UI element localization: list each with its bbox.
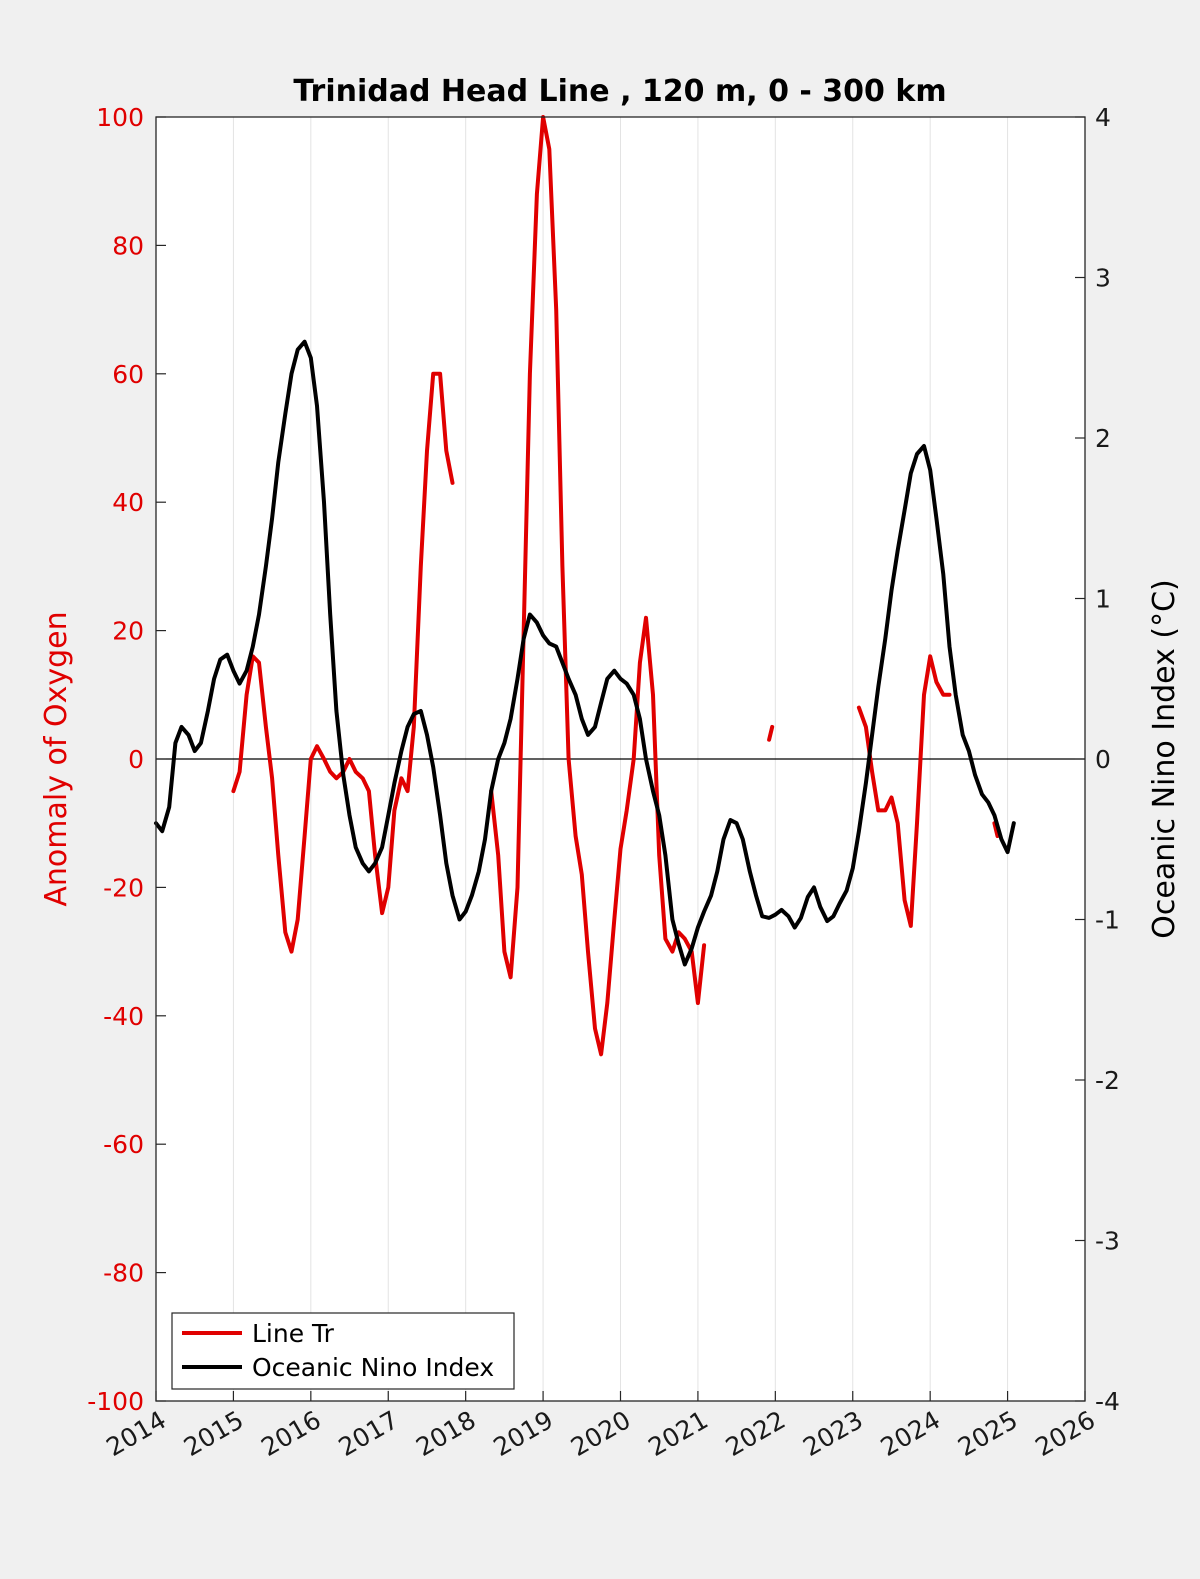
y-left-tick-label: 0 [128,745,144,774]
y-right-tick-label: -2 [1095,1066,1120,1095]
x-tick-label: 2022 [721,1405,791,1462]
x-tick-label: 2026 [1030,1405,1100,1462]
series-lines [154,115,1016,1057]
x-tick-label: 2015 [179,1405,249,1462]
y-left-tick-label: 20 [112,617,144,646]
y-right-tick-label: 4 [1095,103,1111,132]
y-left-tick-label: -40 [103,1002,144,1031]
y-right-tick-label: -4 [1095,1387,1120,1416]
y-left-tick-label: -20 [103,873,144,902]
chart-title: Trinidad Head Line , 120 m, 0 - 300 km [293,74,946,109]
x-tick-label: 2020 [566,1405,636,1462]
series-segment [992,821,1000,838]
legend-label-line-tr: Line Tr [252,1319,335,1348]
series-segment [489,115,707,1057]
legend-box [171,1312,515,1390]
x-tick-label: 2017 [334,1405,404,1462]
y-right-tick-label: 0 [1095,745,1111,774]
x-tick-label: 2016 [256,1405,326,1462]
y-axis-label-left: Anomaly of Oxygen [39,611,74,906]
x-tick-label: 2025 [953,1405,1023,1462]
x-tick-label: 2018 [411,1405,481,1462]
y-left-tick-label: -60 [103,1130,144,1159]
y-right-tick-label: 3 [1095,264,1111,293]
y-right-tick-label: -3 [1095,1227,1120,1256]
x-tick-label: 2019 [488,1405,558,1462]
y-right-tick-label: -1 [1095,906,1120,935]
y-left-tick-label: -100 [87,1387,144,1416]
legend-label-oni: Oceanic Nino Index [252,1353,494,1382]
x-tick-label: 2021 [643,1405,713,1462]
y-left-tick-label: 80 [112,231,144,260]
x-tick-label: 2024 [876,1405,946,1462]
x-tick-label: 2023 [798,1405,868,1462]
y-left-tick-label: -80 [103,1259,144,1288]
y-right-tick-label: 1 [1095,585,1111,614]
y-left-tick-label: 60 [112,360,144,389]
series-oceanic-nino-index [154,339,1016,967]
y-right-tick-label: 2 [1095,424,1111,453]
y-axis-label-right: Oceanic Nino Index (°C) [1147,579,1182,939]
series-segment [154,339,1016,967]
y-left-tick-label: 100 [96,103,144,132]
series-segment [856,654,952,928]
series-segment [767,724,775,742]
y-left-tick-label: 40 [112,488,144,517]
legend: Line Tr Oceanic Nino Index [171,1312,515,1390]
